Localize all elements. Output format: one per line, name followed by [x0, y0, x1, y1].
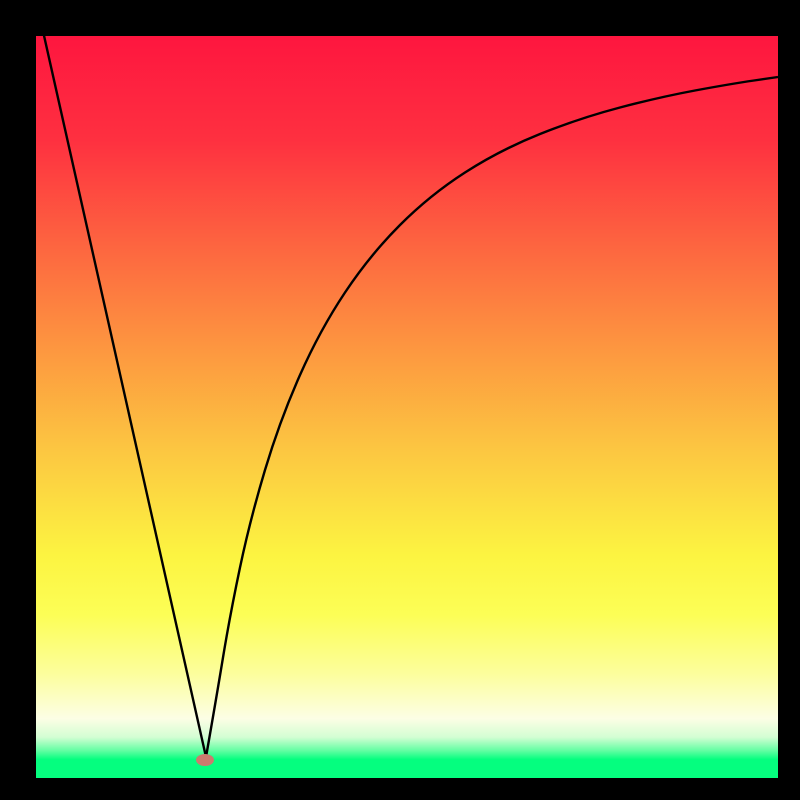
- chart-border-top: [0, 0, 800, 36]
- curve-left-segment: [36, 0, 206, 757]
- chart-border-left: [0, 0, 36, 800]
- minimum-marker: [196, 754, 214, 766]
- chart-border-bottom: [0, 778, 800, 800]
- bottleneck-curve: [0, 0, 800, 800]
- curve-right-segment: [206, 77, 778, 757]
- chart-border-right: [778, 0, 800, 800]
